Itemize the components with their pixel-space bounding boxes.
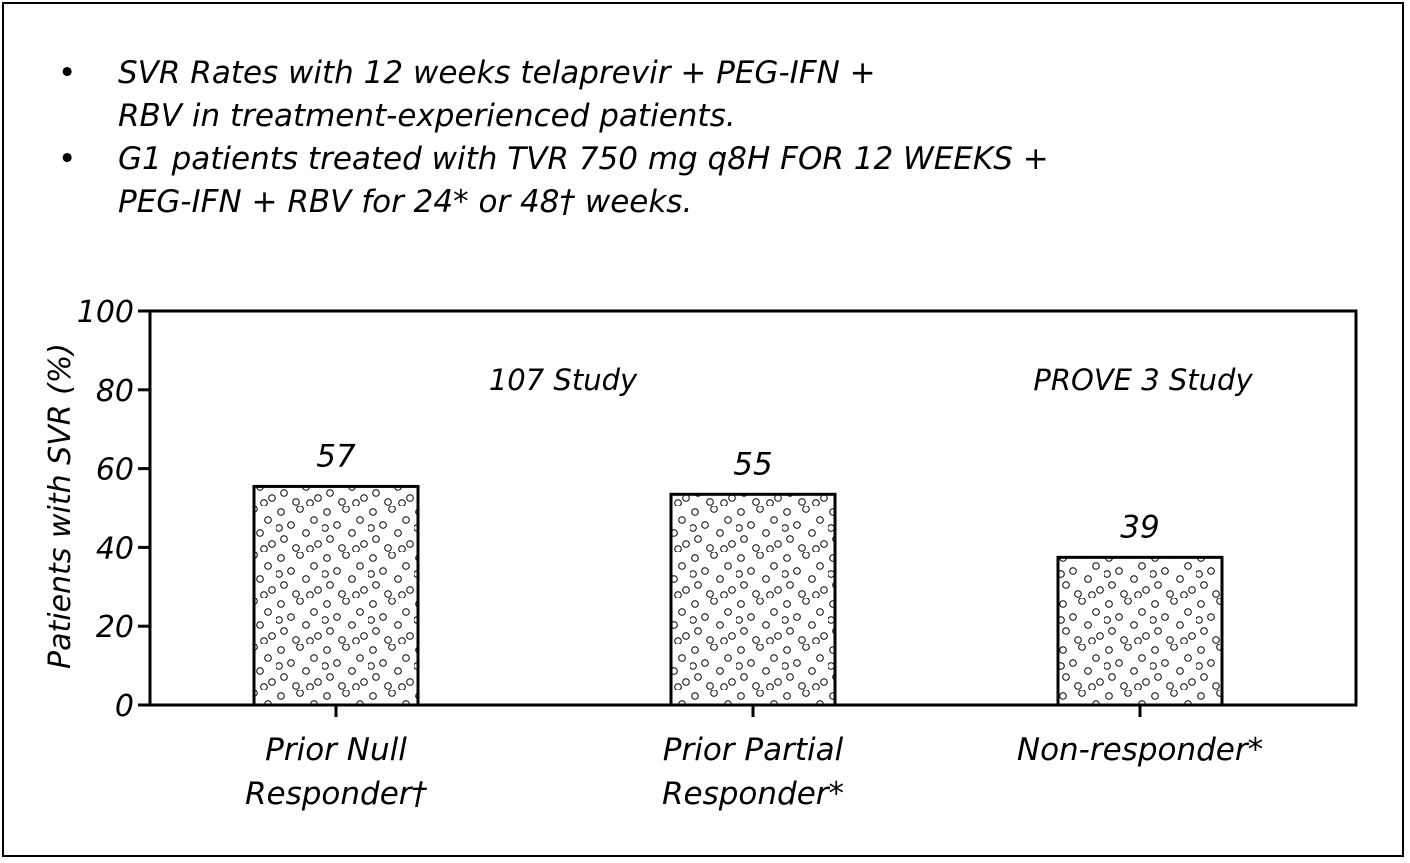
x-category-label: Non-responder* bbox=[1017, 732, 1263, 768]
bullet-marker: • bbox=[58, 55, 77, 91]
bullet-text-line: G1 patients treated with TVR 750 mg q8H … bbox=[118, 141, 1049, 177]
bullet-list: • SVR Rates with 12 weeks telaprevir + P… bbox=[58, 52, 1158, 224]
bars-group: 57 55 39 bbox=[252, 438, 1224, 707]
y-tick-label: 60 bbox=[96, 453, 134, 488]
y-tick-label: 40 bbox=[96, 531, 134, 566]
y-axis: 0 20 40 60 80 100 bbox=[77, 295, 150, 724]
data-label: 55 bbox=[733, 446, 772, 482]
x-axis-labels: Prior Null Responder† Prior Partial Respond… bbox=[245, 705, 1263, 812]
y-tick-label: 20 bbox=[96, 610, 134, 645]
bullet-text-line: RBV in treatment-experienced patients. bbox=[118, 98, 736, 134]
bullet-item: • SVR Rates with 12 weeks telaprevir + P… bbox=[58, 52, 1158, 138]
bar bbox=[1056, 555, 1224, 707]
data-label: 57 bbox=[316, 438, 356, 474]
bullet-text-line: PEG-IFN + RBV for 24* or 48† weeks. bbox=[118, 184, 693, 220]
bar bbox=[252, 484, 420, 707]
bullet-item: • G1 patients treated with TVR 750 mg q8… bbox=[58, 138, 1158, 224]
annotation-prove3-study: PROVE 3 Study bbox=[1033, 363, 1253, 397]
y-tick-label: 100 bbox=[77, 295, 134, 330]
data-label: 39 bbox=[1120, 509, 1159, 545]
bullet-text-line: SVR Rates with 12 weeks telaprevir + PEG… bbox=[118, 55, 876, 91]
bullet-marker: • bbox=[58, 141, 77, 177]
x-category-label: Prior Null bbox=[265, 732, 407, 768]
x-category-label: Responder† bbox=[245, 776, 428, 812]
x-category-label: Prior Partial bbox=[663, 732, 844, 768]
y-axis-title: Patients with SVR (%) bbox=[43, 343, 78, 669]
bar bbox=[669, 492, 837, 707]
y-tick-label: 80 bbox=[96, 374, 134, 409]
y-tick-label: 0 bbox=[115, 689, 134, 724]
annotation-107-study: 107 Study bbox=[489, 363, 638, 397]
x-category-label: Responder* bbox=[662, 776, 844, 812]
